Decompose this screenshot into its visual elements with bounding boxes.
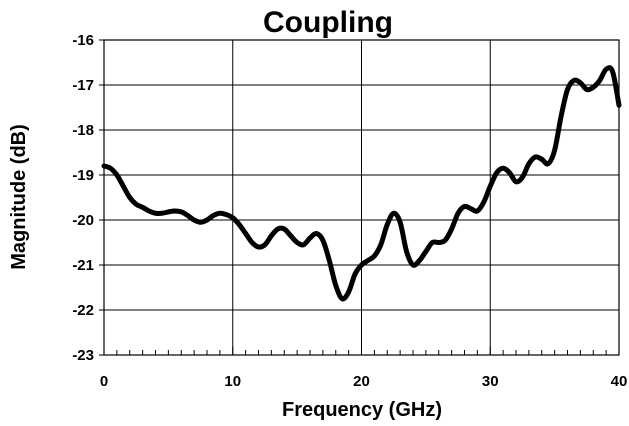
chart-title: Coupling — [263, 6, 393, 39]
y-tick-label: -17 — [72, 77, 94, 94]
grid-lines — [103, 39, 620, 356]
y-tick-label: -19 — [72, 167, 94, 184]
tick-labels: -16 -17 -18 -19 -20 -21 -22 -23 0 10 20 30 40 — [72, 32, 627, 390]
y-axis-label: Magnitude (dB) — [8, 124, 30, 270]
x-axis-label: Frequency (GHz) — [282, 399, 442, 421]
y-tick-label: -22 — [72, 302, 94, 319]
x-tick-label: 20 — [353, 373, 370, 390]
series-line — [101, 65, 622, 302]
y-tick-label: -21 — [72, 257, 94, 274]
axis-ticks — [99, 39, 620, 356]
x-tick-label: 0 — [100, 373, 108, 390]
y-tick-label: -16 — [72, 32, 94, 49]
x-tick-label: 30 — [482, 373, 499, 390]
y-tick-label: -23 — [72, 347, 94, 364]
y-tick-label: -18 — [72, 122, 94, 139]
x-tick-label: 10 — [224, 373, 241, 390]
y-tick-label: -20 — [72, 212, 94, 229]
x-tick-label: 40 — [611, 373, 628, 390]
